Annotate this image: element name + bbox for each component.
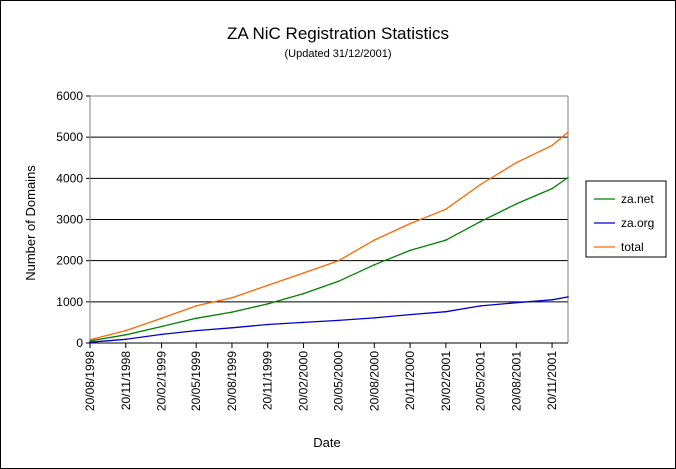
data-point-za-org (195, 329, 197, 332)
y-tick-label: 2000 (56, 254, 83, 268)
data-point-za-net (373, 264, 376, 266)
data-point-za-org (266, 323, 269, 326)
legend-box (585, 180, 667, 258)
data-point-total (409, 222, 411, 225)
data-point-total (302, 272, 305, 274)
x-tick-label: 20/08/2000 (367, 351, 381, 411)
x-tick-label: 20/11/1998 (119, 351, 133, 410)
series-line-za-net (89, 176, 569, 342)
y-tick-label: 1000 (56, 295, 83, 309)
legend: za.net za.org total (585, 180, 667, 258)
data-point-za-net (337, 280, 340, 283)
x-tick-label: 20/11/2001 (545, 351, 559, 410)
x-tick-label: 20/05/2000 (332, 351, 346, 411)
gridlines (90, 95, 568, 303)
data-point-za-net (551, 187, 553, 190)
y-axis-label: Number of Domains (23, 165, 38, 281)
x-tick-label: 20/05/2001 (473, 351, 487, 411)
y-tick-label: 4000 (56, 171, 83, 185)
data-point-za-net (89, 340, 91, 342)
axes (86, 95, 569, 348)
data-point-za-org (409, 313, 411, 316)
chart-title: ZA NiC Registration Statistics (227, 24, 449, 43)
data-point-total (551, 144, 553, 147)
legend-label: za.org (621, 216, 654, 230)
data-point-za-net (125, 334, 127, 336)
data-point-total (515, 161, 518, 164)
data-point-total (567, 131, 569, 133)
data-point-za-net (160, 325, 163, 328)
series-line-za-org (89, 296, 569, 343)
y-tick-label: 3000 (56, 213, 83, 227)
data-point-total (479, 183, 482, 186)
data-point-total (89, 338, 91, 341)
data-point-za-org (567, 296, 569, 298)
data-point-total (125, 329, 127, 332)
data-point-za-net (302, 292, 305, 295)
x-tick-label: 20/02/2000 (297, 351, 311, 411)
y-tick-label: 6000 (56, 89, 83, 103)
data-point-za-org (337, 319, 340, 322)
legend-label: total (621, 240, 644, 254)
data-point-za-org (231, 327, 233, 329)
data-point-za-org (89, 341, 91, 344)
data-point-za-net (195, 317, 197, 320)
legend-label: za.net (621, 192, 654, 206)
data-point-total (231, 296, 233, 299)
data-point-total (160, 317, 163, 320)
data-point-za-net (567, 176, 569, 179)
data-point-za-net (266, 303, 269, 305)
data-point-total (445, 208, 447, 210)
data-point-total (195, 305, 197, 307)
x-tick-label: 20/05/1999 (189, 351, 203, 411)
x-tick-label: 20/02/1999 (155, 351, 169, 411)
x-tick-label: 20/08/1998 (83, 351, 97, 411)
data-point-za-org (160, 333, 163, 336)
data-point-za-net (445, 239, 447, 241)
y-tick-labels: 0 1000 2000 3000 4000 5000 6000 (56, 89, 83, 350)
data-point-za-net (515, 203, 518, 205)
data-point-za-org (373, 317, 376, 319)
data-point-za-org (479, 305, 482, 307)
series-line-total (89, 131, 569, 341)
data-point-za-org (445, 310, 447, 313)
x-axis-label: Date (313, 435, 340, 450)
x-tick-labels: 20/08/1998 20/11/1998 20/02/1999 20/05/1999… (83, 351, 559, 411)
x-tick-label: 20/11/1999 (261, 351, 275, 410)
data-point-total (337, 259, 340, 262)
x-tick-label: 20/08/1999 (225, 351, 239, 411)
y-tick-label: 5000 (56, 130, 83, 144)
data-point-za-org (125, 338, 127, 341)
data-point-za-net (231, 311, 233, 313)
data-point-total (266, 284, 269, 287)
data-point-za-net (479, 220, 482, 223)
data-point-za-org (302, 321, 305, 324)
y-tick-label: 0 (76, 336, 83, 350)
series-lines (89, 131, 569, 344)
data-point-total (373, 239, 376, 241)
data-point-za-net (409, 249, 411, 252)
x-tick-label: 20/11/2000 (403, 351, 417, 410)
data-point-za-org (551, 299, 553, 301)
chart-subtitle: (Updated 31/12/2001) (284, 48, 391, 60)
x-tick-label: 20/02/2001 (439, 351, 453, 411)
x-tick-label: 20/08/2001 (509, 351, 523, 411)
data-point-za-org (515, 301, 518, 304)
